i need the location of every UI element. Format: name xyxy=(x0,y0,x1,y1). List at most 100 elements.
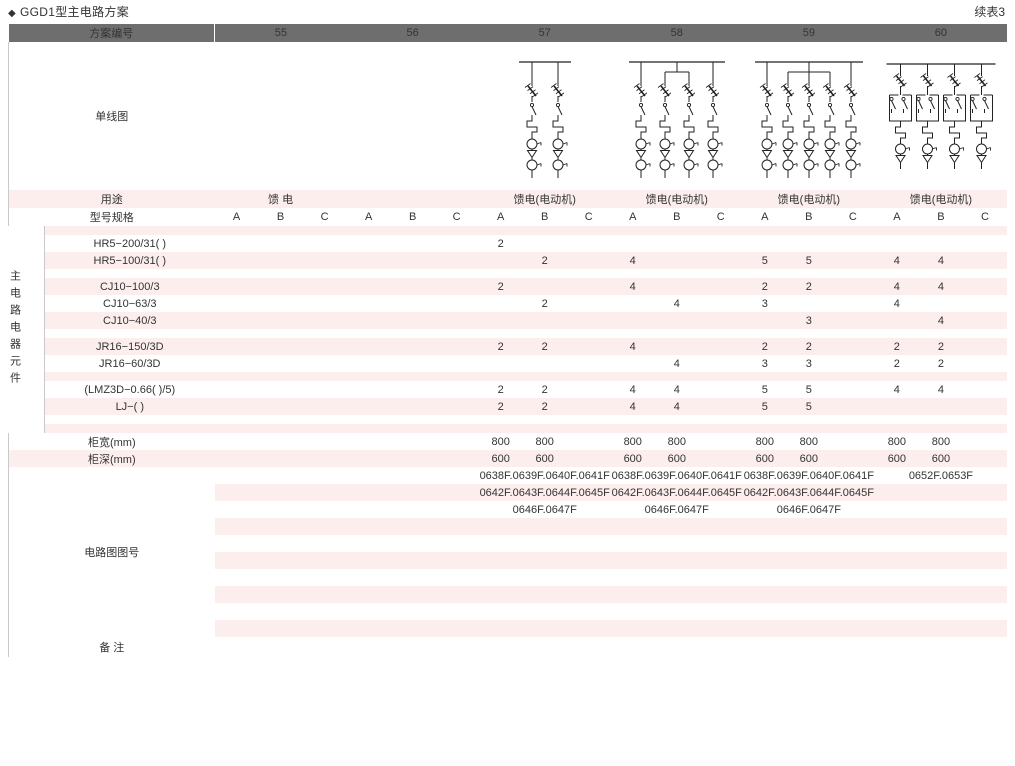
component-value xyxy=(698,312,743,329)
continued-table-label: 续表3 xyxy=(974,5,1005,19)
component-value: 2 xyxy=(786,278,831,295)
drawing-number-60 xyxy=(874,569,1007,586)
component-value: 2 xyxy=(742,278,787,295)
cabinet-row: 柜宽(mm) 800 800 800 800 800 800 800 800 xyxy=(7,433,1007,450)
component-spec-label xyxy=(43,329,215,338)
component-value xyxy=(478,312,523,329)
drawing-number-56 xyxy=(346,467,479,484)
header-scheme-60: 60 xyxy=(874,24,1007,42)
component-value: 2 xyxy=(478,278,523,295)
cabinet-value: 600 xyxy=(874,450,919,467)
component-value xyxy=(214,415,259,424)
component-spec-label: LJ−( ) xyxy=(43,398,215,415)
component-value xyxy=(434,312,479,329)
phase-header-55-A: A xyxy=(214,208,259,226)
component-value: 2 xyxy=(522,252,567,269)
drawing-number-58 xyxy=(610,569,743,586)
component-value xyxy=(390,226,435,235)
cabinet-value: 600 xyxy=(742,450,787,467)
component-value xyxy=(918,424,963,433)
drawing-number-57: 0638F.0639F.0640F.0641F xyxy=(478,467,611,484)
cabinet-value: 600 xyxy=(610,450,655,467)
component-value xyxy=(566,295,611,312)
cabinet-value xyxy=(830,433,875,450)
component-value xyxy=(346,338,391,355)
component-row: (LMZ3D−0.66( )/5) 2 2 4 4 5 5 4 4 xyxy=(9,381,1007,398)
component-value xyxy=(830,226,875,235)
component-value xyxy=(786,415,831,424)
component-value xyxy=(654,329,699,338)
component-value xyxy=(258,329,303,338)
component-value xyxy=(698,372,743,381)
component-value: 2 xyxy=(478,235,523,252)
component-value xyxy=(566,312,611,329)
remark-row: 备 注 xyxy=(7,637,1007,657)
component-value xyxy=(346,424,391,433)
component-value xyxy=(346,252,391,269)
header-scheme-label: 方案编号 xyxy=(8,24,216,42)
caption-title: GGD1型主电路方案 xyxy=(20,5,130,19)
component-value xyxy=(434,329,479,338)
component-value xyxy=(522,355,567,372)
component-value xyxy=(346,372,391,381)
component-value xyxy=(434,278,479,295)
component-value xyxy=(962,424,1007,433)
drawing-number-57: 0642F.0643F.0644F.0645F xyxy=(478,484,611,501)
component-value xyxy=(390,252,435,269)
component-value xyxy=(258,269,303,278)
component-value xyxy=(962,312,1007,329)
drawing-number-60 xyxy=(874,586,1007,603)
component-value xyxy=(962,252,1007,269)
drawing-number-57 xyxy=(478,603,611,620)
component-value xyxy=(918,372,963,381)
component-value: 4 xyxy=(654,295,699,312)
component-value xyxy=(918,295,963,312)
component-value xyxy=(214,424,259,433)
drawing-number-56 xyxy=(346,569,479,586)
row-label-drawing-number: 电路图图号 xyxy=(7,467,215,637)
component-value xyxy=(830,269,875,278)
component-row: CJ10−100/3 2 4 2 2 4 4 xyxy=(9,278,1007,295)
main-specification-table: 方案编号 55 56 57 58 59 60 单线图 用途馈 电馈电(电动机) 馈电(电动机) 馈电… xyxy=(7,24,1007,657)
remark-55 xyxy=(214,637,347,657)
component-value xyxy=(434,295,479,312)
component-value: 5 xyxy=(786,398,831,415)
component-value xyxy=(874,424,919,433)
component-value xyxy=(390,355,435,372)
component-value xyxy=(390,235,435,252)
component-value xyxy=(390,424,435,433)
component-value xyxy=(566,424,611,433)
drawing-number-55 xyxy=(214,586,347,603)
component-value xyxy=(302,329,347,338)
component-spec-label: (LMZ3D−0.66( )/5) xyxy=(43,381,215,398)
drawing-number-55 xyxy=(214,569,347,586)
component-value xyxy=(698,278,743,295)
cabinet-value: 800 xyxy=(478,433,523,450)
component-value xyxy=(346,226,391,235)
drawing-number-56 xyxy=(346,603,479,620)
component-value xyxy=(302,338,347,355)
drawing-number-55 xyxy=(214,501,347,518)
component-value xyxy=(610,269,655,278)
component-value: 4 xyxy=(918,278,963,295)
cabinet-value xyxy=(214,450,259,467)
component-value xyxy=(830,398,875,415)
component-value xyxy=(258,381,303,398)
cabinet-value: 800 xyxy=(874,433,919,450)
component-value xyxy=(258,338,303,355)
component-value xyxy=(610,312,655,329)
component-value xyxy=(786,269,831,278)
component-value xyxy=(566,355,611,372)
drawing-number-58 xyxy=(610,586,743,603)
component-value xyxy=(830,381,875,398)
component-value xyxy=(874,398,919,415)
drawing-number-58 xyxy=(610,620,743,637)
component-value xyxy=(390,415,435,424)
phase-header-55-C: C xyxy=(302,208,347,226)
component-value xyxy=(434,269,479,278)
drawing-number-row xyxy=(9,518,1007,535)
drawing-number-60 xyxy=(874,484,1007,501)
diagram-cell-55 xyxy=(214,42,347,190)
component-spec-label: JR16−60/3D xyxy=(43,355,215,372)
drawing-number-59 xyxy=(742,535,875,552)
